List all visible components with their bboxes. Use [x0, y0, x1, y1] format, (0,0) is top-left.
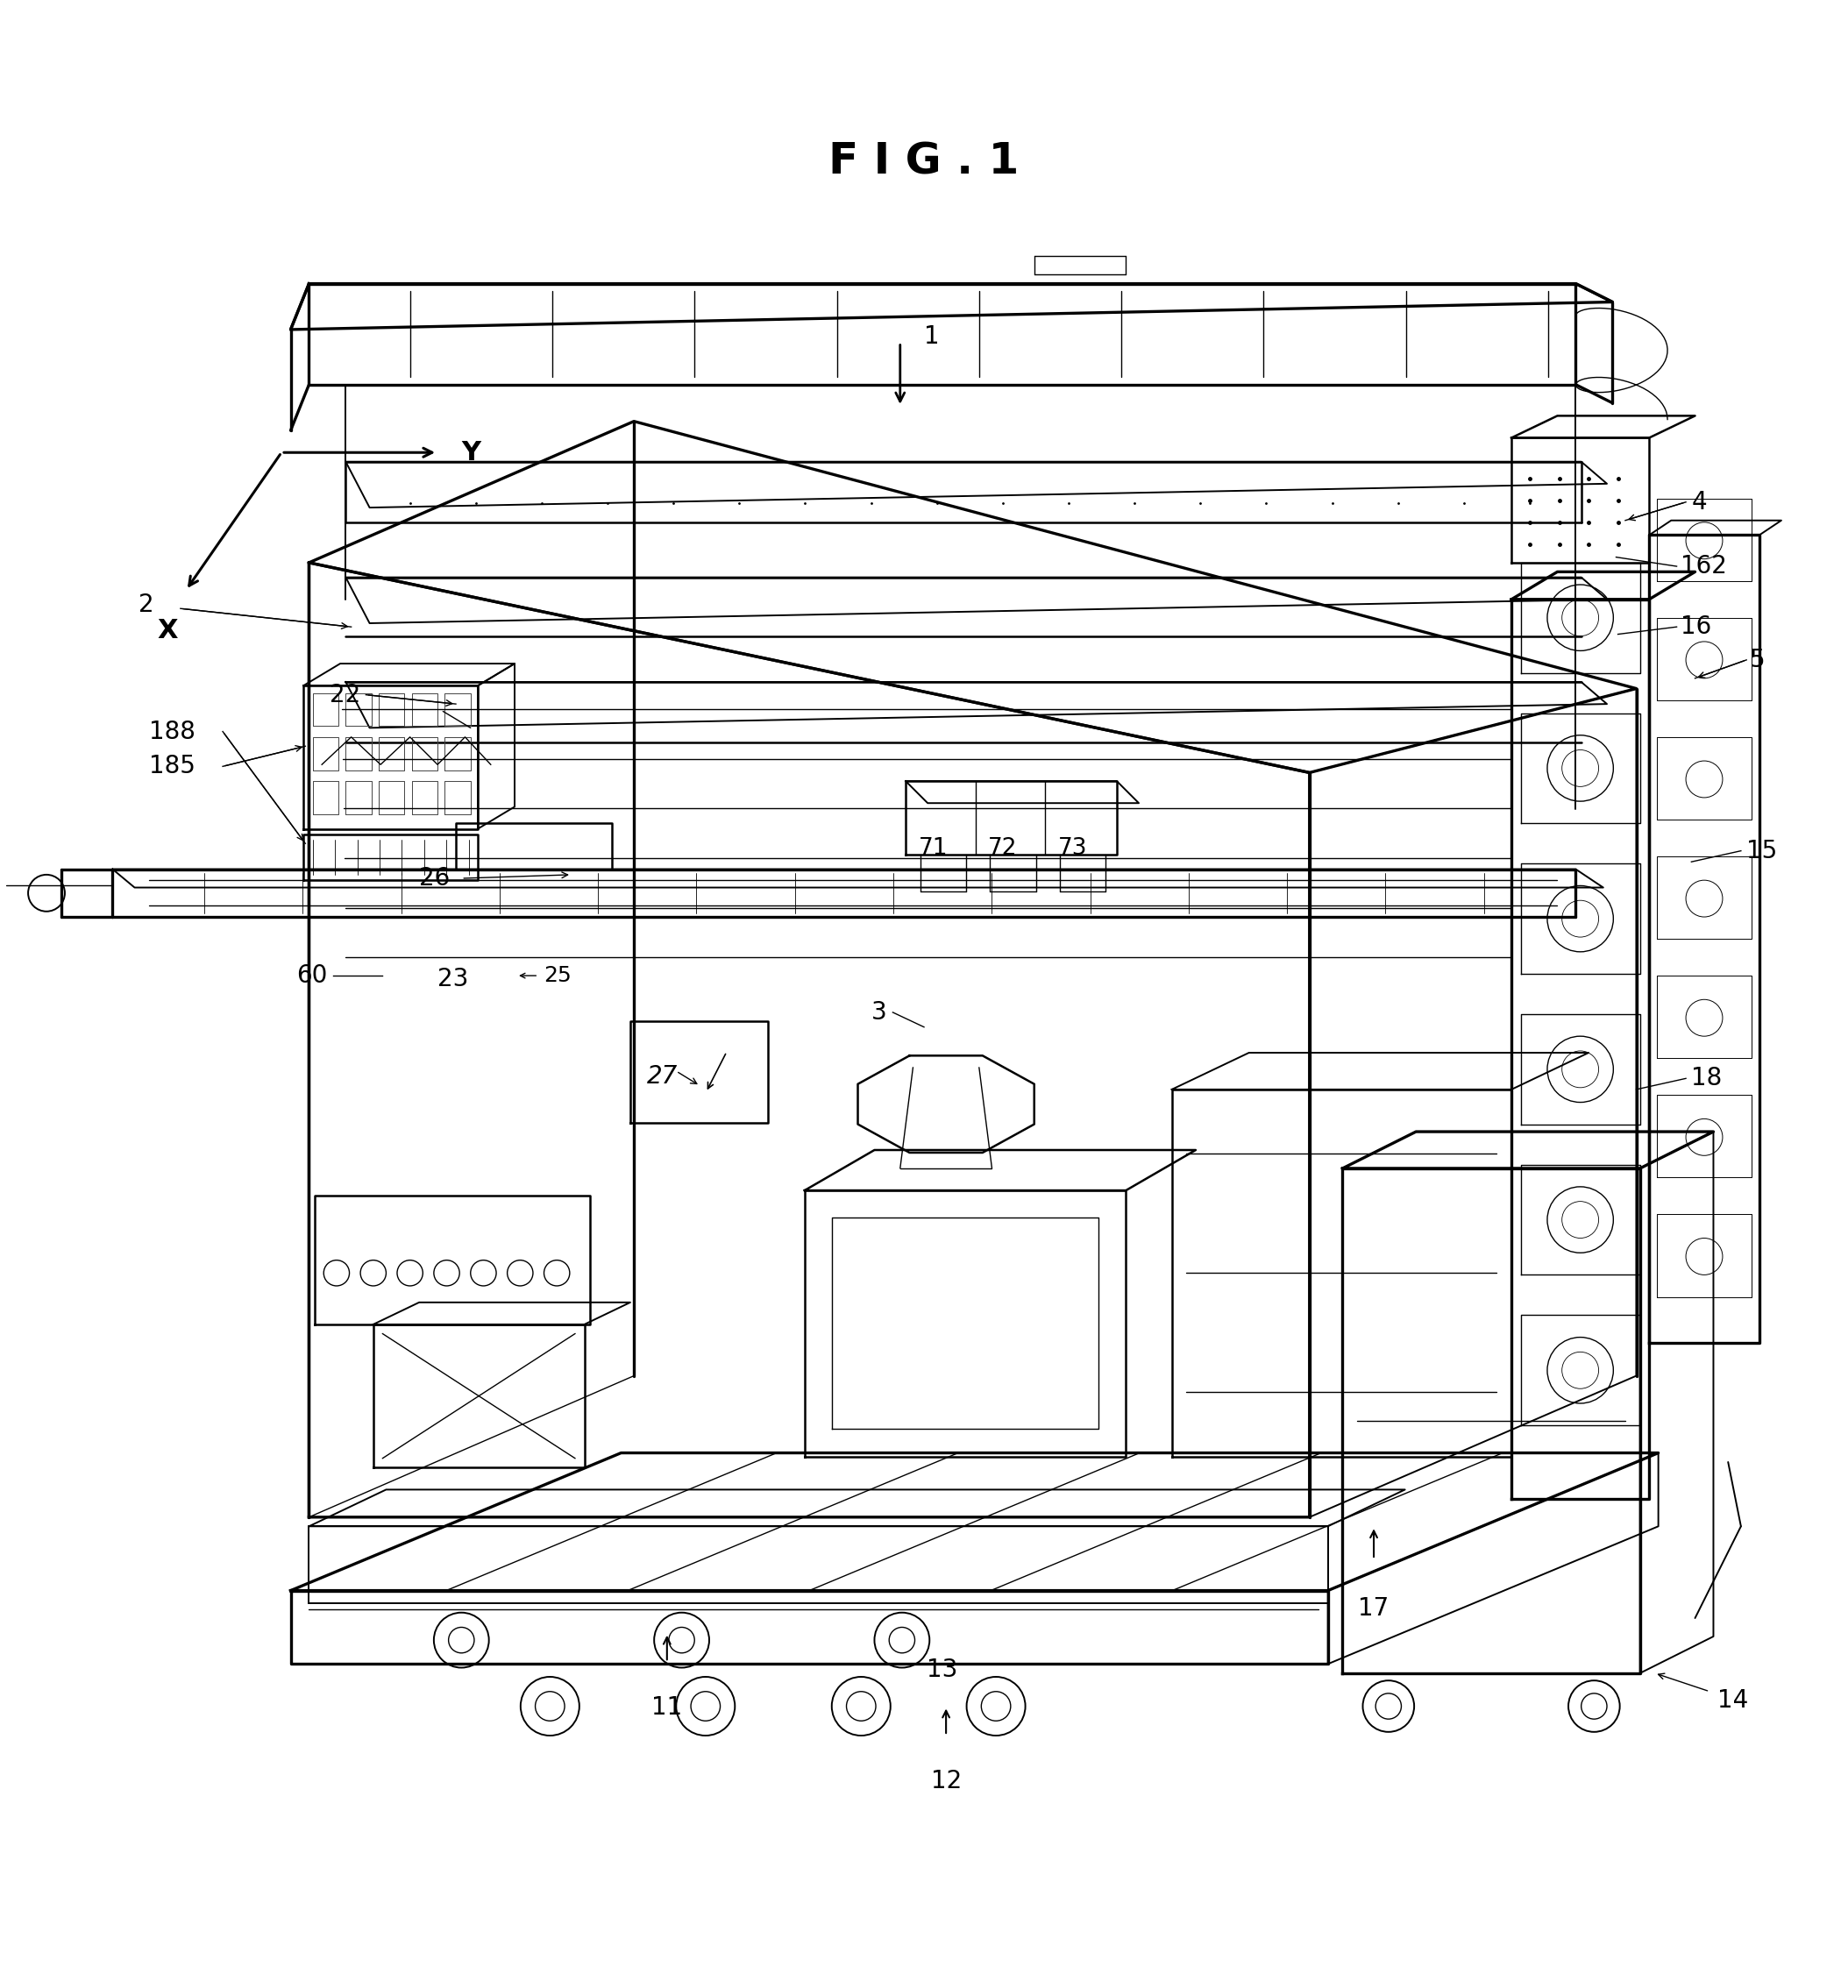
Text: 13: 13 [928, 1658, 957, 1682]
Text: X: X [157, 618, 177, 644]
Text: 72: 72 [989, 837, 1018, 861]
Text: 2: 2 [139, 592, 153, 616]
Text: 188: 188 [150, 720, 196, 744]
Text: 25: 25 [543, 964, 571, 986]
Text: 18: 18 [1691, 1066, 1722, 1091]
Text: 5: 5 [1750, 648, 1765, 672]
Text: 12: 12 [931, 1769, 961, 1793]
Text: 15: 15 [1746, 839, 1778, 863]
Text: 14: 14 [1717, 1688, 1748, 1714]
Text: 185: 185 [150, 753, 196, 779]
Text: 60: 60 [296, 964, 327, 988]
Text: 26: 26 [419, 867, 451, 891]
Text: Y: Y [462, 439, 480, 465]
Text: 71: 71 [918, 837, 948, 861]
Text: 73: 73 [1059, 837, 1087, 861]
Text: 16: 16 [1680, 614, 1711, 640]
Text: 4: 4 [1691, 489, 1708, 515]
Text: 3: 3 [872, 1000, 887, 1024]
Text: F I G . 1: F I G . 1 [828, 141, 1020, 183]
Text: 162: 162 [1680, 555, 1726, 579]
Text: 23: 23 [438, 966, 469, 992]
Text: 22: 22 [329, 682, 360, 708]
Text: 27: 27 [647, 1064, 678, 1089]
Text: 11: 11 [652, 1696, 682, 1720]
Text: 17: 17 [1358, 1596, 1390, 1620]
Text: 1: 1 [924, 324, 939, 350]
